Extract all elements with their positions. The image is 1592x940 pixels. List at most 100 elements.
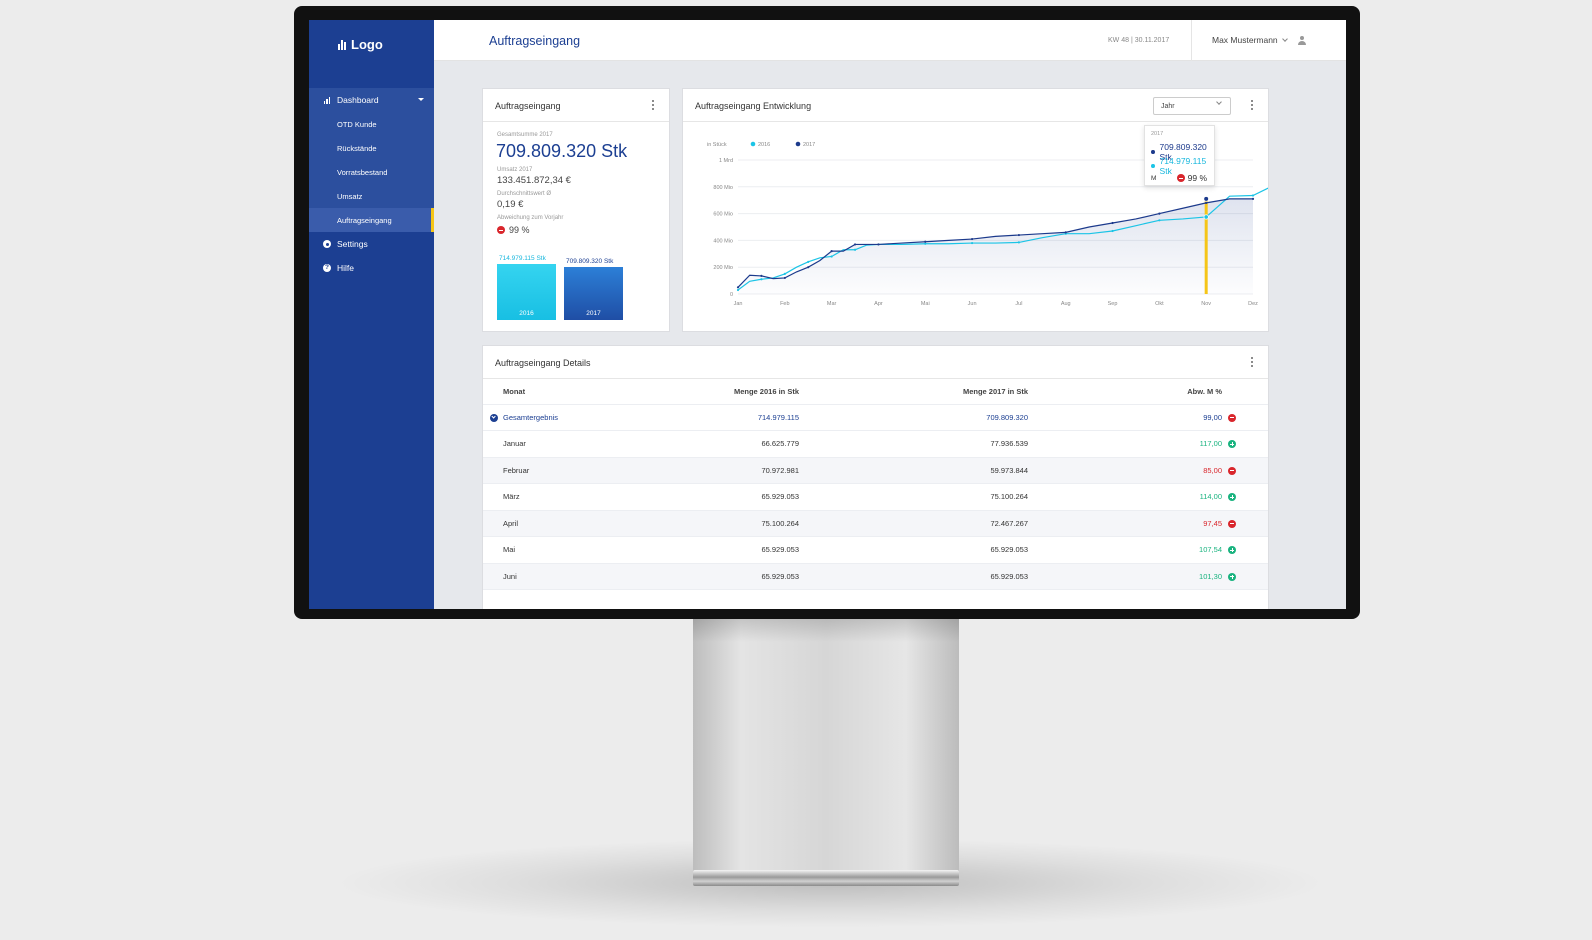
column-header[interactable]: Abw. M %	[1028, 379, 1228, 405]
chart-tooltip: 2017 709.809.320 Stk 714.979.115 Stk M 9…	[1144, 125, 1215, 186]
user-menu[interactable]: Max Mustermann	[1212, 35, 1306, 45]
bar-year-label: 2017	[586, 310, 601, 317]
x-tick-label: Mai	[921, 301, 930, 307]
column-header-spacer	[1228, 379, 1268, 405]
table-row-total[interactable]: Gesamtergebnis 714.979.115 709.809.320 9…	[483, 404, 1268, 431]
series-point	[1251, 197, 1255, 200]
monitor-screen: Logo Dashboard OTD Kunde Rückstände Vorr…	[309, 20, 1346, 609]
series-point	[1017, 241, 1021, 244]
legend-dot	[795, 141, 801, 147]
column-header[interactable]: Monat	[483, 379, 683, 405]
status-icon-cell	[1228, 457, 1268, 484]
qty-2017-cell: 75.100.264	[799, 483, 1028, 511]
sidebar-item-label: Auftragseingang	[337, 215, 392, 225]
tooltip-value-2016: 714.979.115 Stk	[1159, 156, 1207, 176]
sidebar-item-label: Hilfe	[337, 263, 355, 273]
sidebar-item-umsatz[interactable]: Umsatz	[309, 184, 434, 208]
x-tick-label: Jun	[968, 301, 977, 307]
qty-2017-cell: 59.973.844	[799, 457, 1028, 484]
more-vert-icon[interactable]	[1251, 100, 1253, 110]
sidebar-item-auftragseingang[interactable]: Auftragseingang	[309, 208, 434, 232]
column-header[interactable]: Menge 2016 in Stk	[683, 379, 799, 405]
bar-chart-icon	[338, 39, 346, 50]
table-row[interactable]: März 65.929.053 75.100.264 114,00	[483, 483, 1268, 511]
table-row[interactable]: Juni 65.929.053 65.929.053 101,30	[483, 563, 1268, 590]
series-point	[853, 243, 857, 246]
logo[interactable]: Logo	[338, 37, 383, 52]
qty-2016-cell: 65.929.053	[683, 483, 799, 511]
sidebar-item-settings[interactable]: Settings	[309, 232, 434, 256]
total-month-cell: Gesamtergebnis	[483, 404, 683, 431]
series-point	[924, 240, 927, 243]
bar-2016-label: 714.979.115 Stk	[499, 255, 546, 262]
sidebar-item-otd-kunde[interactable]: OTD Kunde	[309, 112, 434, 136]
expand-circle-icon[interactable]	[490, 413, 498, 422]
sidebar-item-label: Dashboard	[337, 95, 379, 105]
more-vert-icon[interactable]	[652, 100, 654, 110]
table-row[interactable]: Mai 65.929.053 65.929.053 107,54	[483, 536, 1268, 564]
total-label: Gesamtergebnis	[503, 412, 559, 422]
tooltip-percent-row: 99 %	[1176, 173, 1207, 183]
sidebar-item-label: Rückstände	[337, 143, 377, 153]
details-card: Auftragseingang Details Monat Menge 2016…	[482, 345, 1269, 609]
series-point	[830, 250, 833, 253]
logo-text: Logo	[351, 37, 383, 52]
user-name: Max Mustermann	[1212, 35, 1278, 45]
series-point	[970, 237, 974, 241]
sidebar: Logo Dashboard OTD Kunde Rückstände Vorr…	[309, 20, 434, 609]
table-row[interactable]: April 75.100.264 72.467.267 97,45	[483, 510, 1268, 537]
y-unit-label: in Stück	[707, 142, 727, 148]
series-point	[1158, 212, 1161, 215]
minus-circle-icon	[1228, 466, 1236, 475]
series-point	[760, 278, 763, 281]
sidebar-item-label: Umsatz	[337, 191, 363, 201]
sidebar-item-help[interactable]: ? Hilfe	[309, 256, 434, 280]
series-line-2016	[737, 187, 1268, 291]
card-title: Auftragseingang Entwicklung	[695, 101, 812, 111]
more-vert-icon[interactable]	[1251, 357, 1253, 367]
period-select[interactable]: Jahr	[1153, 97, 1231, 115]
month-cell: April	[483, 510, 683, 537]
sidebar-item-dashboard[interactable]: Dashboard	[309, 88, 434, 112]
plus-circle-icon	[1228, 546, 1236, 555]
y-tick-label: 600 Mio	[713, 212, 733, 218]
table-header-row: Monat Menge 2016 in Stk Menge 2017 in St…	[483, 379, 1268, 405]
table-row[interactable]: Januar 66.625.779 77.936.539 117,00	[483, 430, 1268, 458]
month-cell: Juni	[483, 563, 683, 590]
sidebar-item-rueckstaende[interactable]: Rückstände	[309, 136, 434, 160]
deviation-cell: 107,54	[1028, 536, 1228, 564]
series-point	[1251, 194, 1255, 197]
week-date: KW 48 | 30.11.2017	[1108, 37, 1170, 44]
status-icon-cell	[1228, 404, 1268, 431]
table-row[interactable]: Februar 70.972.981 59.973.844 85,00	[483, 457, 1268, 484]
sidebar-item-label: Settings	[337, 239, 368, 249]
series-point	[736, 286, 740, 289]
series-point	[807, 260, 810, 263]
x-tick-label: Mar	[827, 301, 837, 307]
sidebar-item-vorratsbestand[interactable]: Vorratsbestand	[309, 160, 434, 184]
series-point	[877, 243, 880, 246]
month-cell: Januar	[483, 430, 683, 458]
status-icon-cell	[1228, 430, 1268, 458]
bar-2017: 2017	[564, 267, 623, 320]
bar-year-label: 2016	[519, 310, 534, 317]
column-header[interactable]: Menge 2017 in Stk	[799, 379, 1028, 405]
x-tick-label: Nov	[1201, 301, 1211, 307]
total-2016-cell: 714.979.115	[683, 404, 799, 431]
qty-2017-cell: 65.929.053	[799, 563, 1028, 590]
minus-circle-icon	[1228, 413, 1236, 422]
minus-circle-icon	[1176, 174, 1185, 182]
series-point	[1205, 201, 1208, 204]
deviation-value-row: 99 %	[497, 225, 530, 235]
highlight-bar	[1204, 198, 1208, 294]
avg-label: Durchschnittswert Ø	[497, 191, 552, 197]
sidebar-nav: Dashboard OTD Kunde Rückstände Vorratsbe…	[309, 88, 434, 280]
month-cell: Februar	[483, 457, 683, 484]
chevron-down-icon	[1281, 35, 1288, 42]
status-icon-cell	[1228, 563, 1268, 590]
series-point	[760, 274, 763, 278]
chevron-down-icon	[1216, 99, 1222, 105]
deviation-cell: 114,00	[1028, 483, 1228, 511]
status-icon-cell	[1228, 483, 1268, 511]
x-tick-label: Dez	[1248, 301, 1258, 307]
